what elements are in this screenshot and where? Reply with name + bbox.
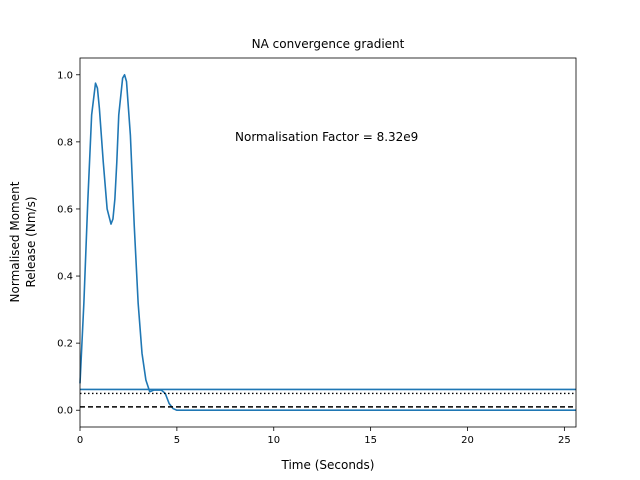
chart-title: NA convergence gradient [252,37,405,51]
y-axis: 0.0 0.2 0.4 0.6 0.8 1.0 [57,70,80,417]
x-tick-label: 15 [364,435,377,446]
y-axis-title-line-1: Normalised Moment [8,181,22,302]
x-tick-label: 20 [461,435,474,446]
x-tick-label: 10 [267,435,280,446]
x-axis-title: Time (Seconds) [281,458,375,472]
normalisation-annotation: Normalisation Factor = 8.32e9 [235,130,418,144]
x-tick-label: 25 [558,435,571,446]
y-tick-label: 0.6 [57,204,73,215]
series-line-1 [79,73,576,412]
y-tick-label: 1.0 [57,70,73,81]
plot-area [80,58,576,427]
y-tick-label: 0.4 [57,272,73,283]
x-tick-label: 0 [77,435,83,446]
x-axis: 0 5 10 15 20 25 [77,427,571,446]
reference-lines-layer [80,392,576,408]
y-tick-label: 0.2 [57,339,73,350]
y-tick-label: 0.8 [57,137,73,148]
y-axis-title: Normalised Moment Release (Nm/s) [8,181,38,302]
series-layer [79,73,576,412]
y-axis-title-line-2: Release (Nm/s) [24,196,38,287]
plot-frame [79,57,577,428]
y-tick-label: 0.0 [57,406,73,417]
x-tick-label: 5 [174,435,180,446]
